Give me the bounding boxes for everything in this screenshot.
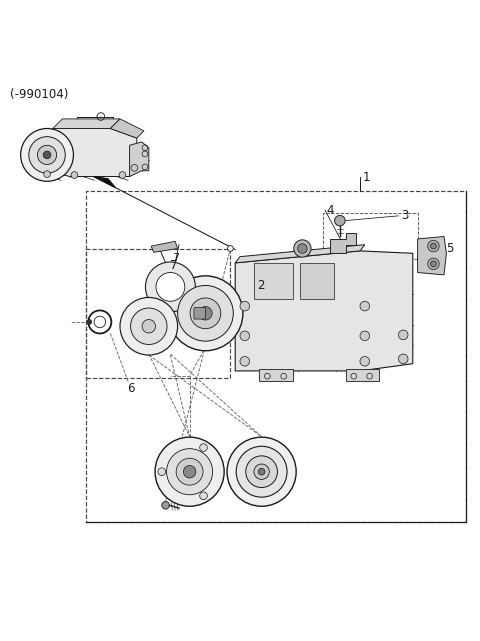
Circle shape (298, 244, 307, 253)
Circle shape (178, 285, 233, 341)
Circle shape (162, 501, 169, 509)
FancyBboxPatch shape (194, 308, 205, 319)
Text: 7: 7 (170, 259, 178, 272)
Circle shape (227, 437, 296, 506)
Text: 2: 2 (257, 279, 264, 292)
Circle shape (428, 240, 439, 252)
Circle shape (335, 215, 345, 226)
Polygon shape (94, 176, 115, 188)
Circle shape (200, 444, 207, 451)
Circle shape (21, 128, 73, 181)
Circle shape (37, 146, 57, 165)
Circle shape (200, 492, 207, 499)
Circle shape (131, 308, 167, 344)
Circle shape (246, 456, 277, 488)
Text: 3: 3 (401, 210, 408, 222)
Circle shape (71, 172, 78, 178)
Circle shape (190, 298, 221, 329)
Circle shape (142, 320, 156, 333)
Circle shape (294, 240, 311, 257)
Circle shape (44, 171, 50, 178)
Circle shape (398, 354, 408, 363)
Circle shape (156, 272, 185, 301)
Circle shape (119, 172, 126, 178)
Circle shape (120, 297, 178, 355)
Circle shape (131, 165, 138, 171)
Text: 1: 1 (362, 171, 370, 184)
Polygon shape (41, 128, 137, 176)
Text: 6: 6 (127, 382, 135, 395)
Circle shape (240, 356, 250, 366)
Circle shape (43, 151, 51, 159)
Polygon shape (418, 237, 446, 275)
Text: 4: 4 (326, 204, 334, 217)
Circle shape (87, 320, 92, 324)
Circle shape (431, 261, 436, 267)
Bar (259, 369, 293, 381)
Circle shape (199, 306, 212, 320)
Circle shape (176, 458, 203, 485)
Circle shape (428, 258, 439, 270)
Text: (-990104): (-990104) (10, 88, 68, 101)
Circle shape (431, 243, 436, 249)
Circle shape (145, 262, 195, 312)
Circle shape (183, 465, 196, 478)
Text: 5: 5 (446, 242, 454, 255)
Polygon shape (330, 233, 356, 253)
Circle shape (167, 449, 213, 495)
Circle shape (360, 301, 370, 311)
Circle shape (398, 330, 408, 340)
Polygon shape (235, 251, 413, 371)
Polygon shape (53, 119, 120, 128)
Circle shape (29, 137, 65, 173)
Circle shape (236, 446, 287, 497)
Circle shape (258, 469, 265, 475)
Bar (323, 213, 418, 259)
Bar (346, 369, 379, 381)
Circle shape (254, 464, 269, 479)
Bar (254, 263, 293, 299)
Bar (300, 263, 334, 299)
Polygon shape (130, 142, 149, 176)
Bar (86, 191, 466, 522)
Circle shape (240, 301, 250, 311)
Circle shape (360, 356, 370, 366)
Bar (86, 249, 230, 378)
Circle shape (158, 468, 166, 476)
Circle shape (155, 437, 224, 506)
Polygon shape (235, 245, 365, 263)
Circle shape (228, 246, 233, 251)
Circle shape (168, 276, 243, 351)
Polygon shape (110, 119, 144, 138)
Text: 7: 7 (172, 253, 179, 263)
Circle shape (240, 331, 250, 340)
Circle shape (360, 331, 370, 340)
Polygon shape (151, 241, 178, 253)
